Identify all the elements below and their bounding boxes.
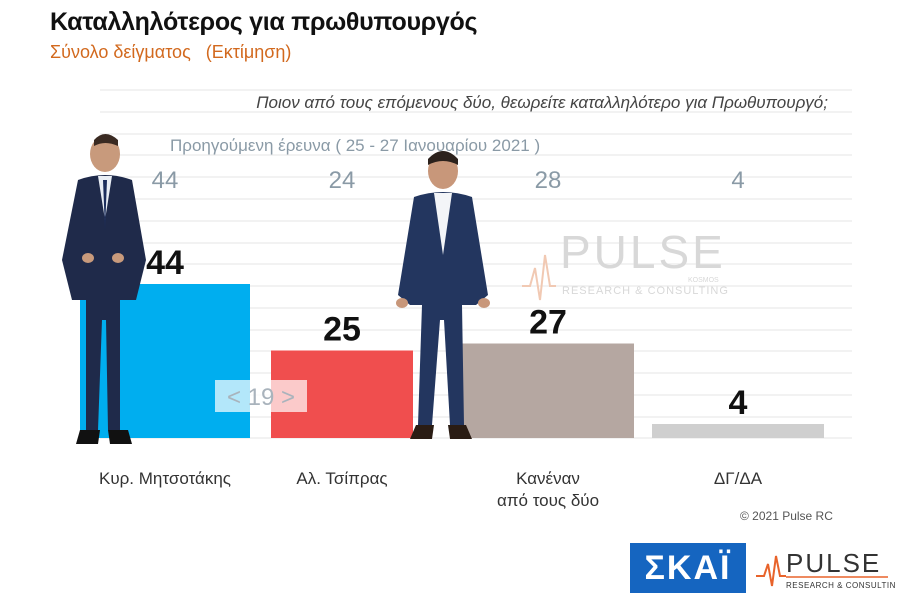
bar-value-label-0: 44 (146, 244, 184, 282)
skai-logo-text: ΣΚΑΪ (644, 549, 732, 587)
previous-survey-label: Προηγούμενη έρευνα ( 25 - 27 Ιανουαρίου … (170, 136, 541, 155)
pulse-logo-subtext: RESEARCH & CONSULTING (786, 581, 896, 590)
watermark-text: PULSE (560, 226, 726, 278)
category-label-1: Αλ. Τσίπρας (296, 469, 387, 488)
bar-3 (652, 424, 824, 438)
gap-box (215, 380, 307, 412)
watermark-subtext: RESEARCH & CONSULTING (562, 285, 729, 297)
category-label-2-0: Κανέναν (516, 469, 580, 488)
copyright-text: © 2021 Pulse RC (740, 509, 833, 523)
skai-logo: ΣΚΑΪ (630, 543, 746, 593)
bar-2 (462, 343, 634, 438)
pulse-logo-text: PULSE (786, 548, 881, 578)
bar-value-label-3: 4 (729, 384, 748, 422)
bar-value-label-2: 27 (529, 304, 567, 342)
bar-value-label-1: 25 (323, 311, 361, 349)
category-label-2-1: από τους δύο (497, 491, 599, 510)
chart-title: Καταλληλότερος για πρωθυπουργός (50, 8, 478, 36)
survey-question: Ποιον από τους επόμενους δύο, θεωρείτε κ… (256, 93, 828, 112)
previous-value-label-3: 4 (731, 167, 744, 194)
watermark-small: KOSMOS (688, 277, 719, 284)
category-label-3: ΔΓ/ΔΑ (714, 469, 763, 488)
tsipras-photo (396, 151, 490, 439)
previous-value-label-0: 44 (152, 167, 179, 194)
pulse-logo: PULSE RESEARCH & CONSULTING (756, 548, 896, 590)
gap-label: < 19 > (227, 384, 295, 411)
watermark-pulse-line (522, 254, 556, 301)
chart-subtitle: Σύνολο δείγματος (Εκτίμηση) (50, 42, 292, 62)
category-label-0: Κυρ. Μητσοτάκης (99, 469, 231, 488)
previous-value-label-2: 28 (535, 167, 562, 194)
previous-value-label-1: 24 (329, 167, 356, 194)
mitsotakis-photo (62, 134, 146, 444)
